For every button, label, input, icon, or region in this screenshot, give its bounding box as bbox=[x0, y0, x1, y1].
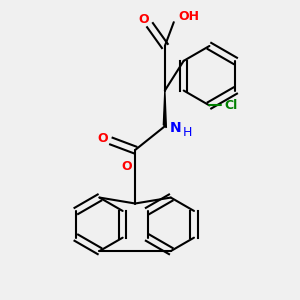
Text: Cl: Cl bbox=[224, 99, 238, 112]
Text: H: H bbox=[183, 126, 192, 139]
Text: O: O bbox=[121, 160, 131, 173]
Polygon shape bbox=[164, 91, 166, 128]
Text: O: O bbox=[139, 13, 149, 26]
Text: N: N bbox=[169, 121, 181, 135]
Text: OH: OH bbox=[178, 10, 199, 23]
Text: O: O bbox=[97, 132, 108, 145]
